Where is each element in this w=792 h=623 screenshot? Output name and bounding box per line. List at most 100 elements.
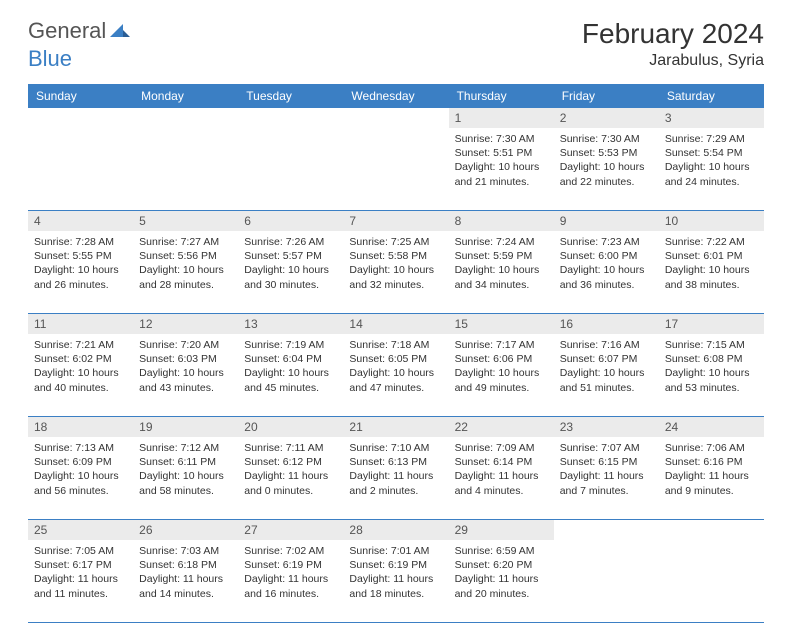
sunset-text: Sunset: 6:01 PM [665,249,758,263]
day-cell: Sunrise: 6:59 AMSunset: 6:20 PMDaylight:… [449,540,554,622]
day-number: 23 [554,417,659,437]
day-cell: Sunrise: 7:21 AMSunset: 6:02 PMDaylight:… [28,334,133,416]
day-number [554,520,659,540]
day-cell: Sunrise: 7:09 AMSunset: 6:14 PMDaylight:… [449,437,554,519]
day-cell: Sunrise: 7:05 AMSunset: 6:17 PMDaylight:… [28,540,133,622]
day-header: Wednesday [343,84,448,108]
daylight-text: Daylight: 10 hours and 45 minutes. [244,366,337,394]
daylight-text: Daylight: 10 hours and 28 minutes. [139,263,232,291]
sunrise-text: Sunrise: 7:24 AM [455,235,548,249]
daylight-text: Daylight: 10 hours and 24 minutes. [665,160,758,188]
sunset-text: Sunset: 5:56 PM [139,249,232,263]
day-cell: Sunrise: 7:17 AMSunset: 6:06 PMDaylight:… [449,334,554,416]
daylight-text: Daylight: 11 hours and 16 minutes. [244,572,337,600]
day-cell [343,128,448,210]
sunset-text: Sunset: 6:16 PM [665,455,758,469]
day-number: 26 [133,520,238,540]
day-number: 7 [343,211,448,231]
day-cell: Sunrise: 7:22 AMSunset: 6:01 PMDaylight:… [659,231,764,313]
day-cell: Sunrise: 7:02 AMSunset: 6:19 PMDaylight:… [238,540,343,622]
logo-triangle-icon [110,21,130,42]
sunrise-text: Sunrise: 7:23 AM [560,235,653,249]
day-number: 2 [554,108,659,128]
sunset-text: Sunset: 6:07 PM [560,352,653,366]
sunset-text: Sunset: 6:11 PM [139,455,232,469]
sunset-text: Sunset: 6:00 PM [560,249,653,263]
day-number: 24 [659,417,764,437]
daylight-text: Daylight: 10 hours and 53 minutes. [665,366,758,394]
day-cell: Sunrise: 7:10 AMSunset: 6:13 PMDaylight:… [343,437,448,519]
day-cell [659,540,764,622]
sunset-text: Sunset: 5:59 PM [455,249,548,263]
day-number: 17 [659,314,764,334]
day-cell: Sunrise: 7:24 AMSunset: 5:59 PMDaylight:… [449,231,554,313]
sunrise-text: Sunrise: 7:10 AM [349,441,442,455]
day-number: 29 [449,520,554,540]
daylight-text: Daylight: 10 hours and 40 minutes. [34,366,127,394]
day-cell: Sunrise: 7:29 AMSunset: 5:54 PMDaylight:… [659,128,764,210]
day-number: 18 [28,417,133,437]
daylight-text: Daylight: 10 hours and 47 minutes. [349,366,442,394]
day-cell: Sunrise: 7:30 AMSunset: 5:51 PMDaylight:… [449,128,554,210]
location-text: Jarabulus, Syria [582,52,764,70]
day-cell: Sunrise: 7:06 AMSunset: 6:16 PMDaylight:… [659,437,764,519]
sunset-text: Sunset: 6:04 PM [244,352,337,366]
day-cell: Sunrise: 7:30 AMSunset: 5:53 PMDaylight:… [554,128,659,210]
sunrise-text: Sunrise: 7:01 AM [349,544,442,558]
day-number [343,108,448,128]
day-number: 4 [28,211,133,231]
logo: General [28,18,132,44]
day-number: 6 [238,211,343,231]
week-block: 2526272829Sunrise: 7:05 AMSunset: 6:17 P… [28,520,764,623]
day-number: 19 [133,417,238,437]
day-cell: Sunrise: 7:20 AMSunset: 6:03 PMDaylight:… [133,334,238,416]
day-number: 13 [238,314,343,334]
daylight-text: Daylight: 10 hours and 21 minutes. [455,160,548,188]
day-cell: Sunrise: 7:07 AMSunset: 6:15 PMDaylight:… [554,437,659,519]
sunset-text: Sunset: 5:51 PM [455,146,548,160]
sunset-text: Sunset: 6:19 PM [244,558,337,572]
sunset-text: Sunset: 6:08 PM [665,352,758,366]
day-number [28,108,133,128]
week-block: 18192021222324Sunrise: 7:13 AMSunset: 6:… [28,417,764,520]
daylight-text: Daylight: 11 hours and 7 minutes. [560,469,653,497]
sunrise-text: Sunrise: 7:30 AM [560,132,653,146]
day-cell: Sunrise: 7:01 AMSunset: 6:19 PMDaylight:… [343,540,448,622]
day-cell: Sunrise: 7:19 AMSunset: 6:04 PMDaylight:… [238,334,343,416]
day-number: 25 [28,520,133,540]
detail-row: Sunrise: 7:05 AMSunset: 6:17 PMDaylight:… [28,540,764,622]
sunrise-text: Sunrise: 7:02 AM [244,544,337,558]
sunset-text: Sunset: 6:02 PM [34,352,127,366]
day-number: 9 [554,211,659,231]
sunrise-text: Sunrise: 7:18 AM [349,338,442,352]
sunrise-text: Sunrise: 7:05 AM [34,544,127,558]
day-header: Sunday [28,84,133,108]
day-number [133,108,238,128]
sunrise-text: Sunrise: 7:29 AM [665,132,758,146]
sunrise-text: Sunrise: 7:06 AM [665,441,758,455]
day-number: 8 [449,211,554,231]
daylight-text: Daylight: 11 hours and 9 minutes. [665,469,758,497]
sunset-text: Sunset: 6:05 PM [349,352,442,366]
calendar: SundayMondayTuesdayWednesdayThursdayFrid… [28,84,764,623]
day-header: Monday [133,84,238,108]
daylight-text: Daylight: 10 hours and 32 minutes. [349,263,442,291]
sunrise-text: Sunrise: 7:09 AM [455,441,548,455]
sunrise-text: Sunrise: 7:12 AM [139,441,232,455]
title-block: February 2024 Jarabulus, Syria [582,18,764,70]
detail-row: Sunrise: 7:28 AMSunset: 5:55 PMDaylight:… [28,231,764,313]
daynum-row: 123 [28,108,764,128]
daylight-text: Daylight: 10 hours and 51 minutes. [560,366,653,394]
sunset-text: Sunset: 6:20 PM [455,558,548,572]
daylight-text: Daylight: 11 hours and 4 minutes. [455,469,548,497]
day-number: 21 [343,417,448,437]
day-number: 28 [343,520,448,540]
daylight-text: Daylight: 10 hours and 58 minutes. [139,469,232,497]
sunrise-text: Sunrise: 7:20 AM [139,338,232,352]
day-number: 15 [449,314,554,334]
day-cell [238,128,343,210]
detail-row: Sunrise: 7:21 AMSunset: 6:02 PMDaylight:… [28,334,764,416]
day-header: Friday [554,84,659,108]
day-number: 14 [343,314,448,334]
sunrise-text: Sunrise: 7:22 AM [665,235,758,249]
